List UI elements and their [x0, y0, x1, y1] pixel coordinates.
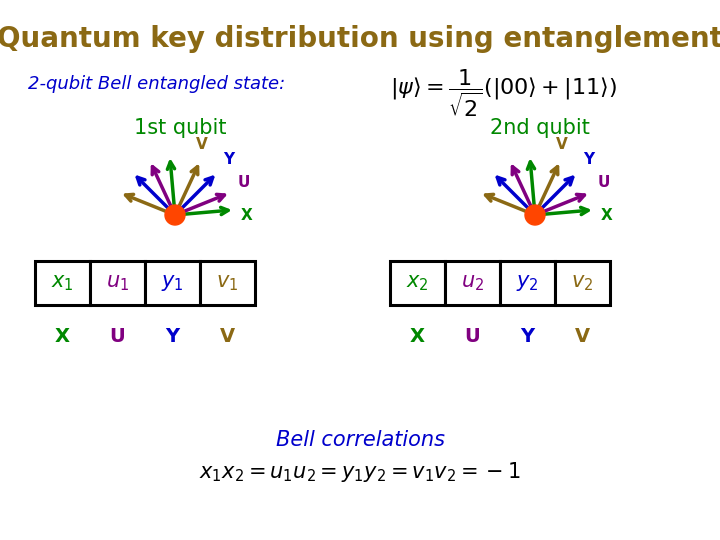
Text: X: X: [55, 327, 70, 346]
Text: $y_1$: $y_1$: [161, 273, 184, 293]
Text: Bell correlations: Bell correlations: [276, 430, 444, 450]
Circle shape: [165, 205, 185, 225]
Bar: [90, 261, 145, 305]
Text: 2-qubit Bell entangled state:: 2-qubit Bell entangled state:: [28, 75, 285, 93]
Text: Y: Y: [583, 152, 594, 167]
Text: V: V: [556, 137, 567, 152]
Text: U: U: [464, 327, 480, 346]
Text: $x_1 x_2 = u_1 u_2 = y_1 y_2 = v_1 v_2 = -1$: $x_1 x_2 = u_1 u_2 = y_1 y_2 = v_1 v_2 =…: [199, 460, 521, 484]
Text: V: V: [220, 327, 235, 346]
Text: U: U: [238, 174, 251, 190]
Bar: [35, 261, 90, 305]
Text: 2nd qubit: 2nd qubit: [490, 118, 590, 138]
Text: $v_1$: $v_1$: [217, 273, 238, 293]
Text: $x_1$: $x_1$: [51, 273, 74, 293]
Bar: [555, 261, 610, 305]
Bar: [390, 261, 445, 305]
Bar: [445, 261, 500, 305]
Text: Y: Y: [166, 327, 179, 346]
Text: X: X: [410, 327, 425, 346]
Text: $x_2$: $x_2$: [406, 273, 429, 293]
Bar: [145, 261, 200, 305]
Text: 1st qubit: 1st qubit: [134, 118, 226, 138]
Text: $u_2$: $u_2$: [461, 273, 484, 293]
Text: Y: Y: [223, 152, 234, 167]
Bar: [500, 261, 555, 305]
Text: $|\psi\rangle = \dfrac{1}{\sqrt{2}}(|00\rangle + |11\rangle)$: $|\psi\rangle = \dfrac{1}{\sqrt{2}}(|00\…: [390, 68, 617, 119]
Text: $v_2$: $v_2$: [572, 273, 593, 293]
Text: $y_2$: $y_2$: [516, 273, 539, 293]
Text: U: U: [598, 174, 611, 190]
Text: V: V: [196, 137, 207, 152]
Text: Quantum key distribution using entanglement: Quantum key distribution using entanglem…: [0, 25, 720, 53]
Text: $u_1$: $u_1$: [106, 273, 129, 293]
Text: V: V: [575, 327, 590, 346]
Text: Y: Y: [521, 327, 534, 346]
Circle shape: [525, 205, 545, 225]
Text: U: U: [109, 327, 125, 346]
Text: X: X: [601, 208, 613, 224]
Bar: [200, 261, 255, 305]
Text: X: X: [241, 208, 253, 224]
